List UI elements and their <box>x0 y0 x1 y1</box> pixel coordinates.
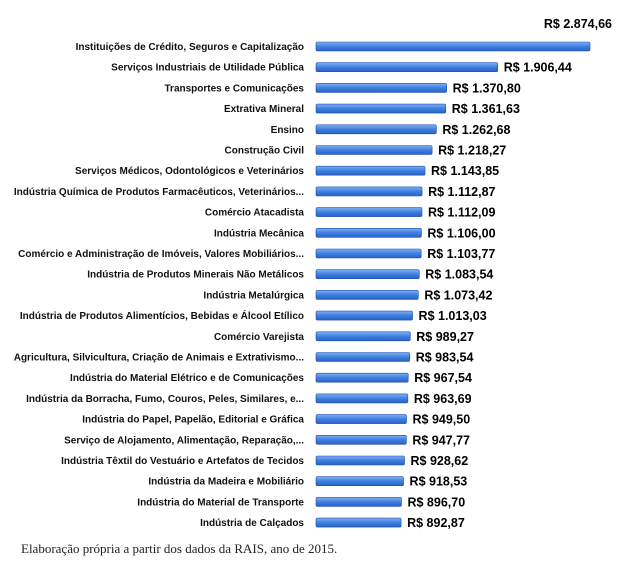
value-label: R$ 1.112,87 <box>428 185 495 199</box>
category-label: Indústria da Madeira e Mobiliário <box>148 477 304 488</box>
value-label: R$ 1.103,77 <box>427 247 495 261</box>
bar <box>315 476 404 487</box>
category-label: Indústria do Papel, Papelão, Editorial e… <box>82 415 304 426</box>
bar <box>315 414 407 424</box>
bar <box>315 517 402 528</box>
bar <box>315 372 409 383</box>
value-label: R$ 1.112,09 <box>428 206 495 220</box>
bar <box>315 186 423 197</box>
value-label: R$ 2.874,66 <box>544 17 612 31</box>
category-label: Indústria do Material Elétrico e de Comu… <box>70 373 304 384</box>
category-label: Agricultura, Silvicultura, Criação de An… <box>14 353 305 364</box>
category-label: Indústria Têxtil do Vestuário e Artefato… <box>61 456 304 467</box>
value-label: R$ 1.106,00 <box>427 226 495 240</box>
category-label: Comércio Varejista <box>214 332 304 343</box>
value-label: R$ 1.218,27 <box>438 144 506 158</box>
bar <box>315 269 420 280</box>
value-label: R$ 983,54 <box>416 351 474 365</box>
value-label: R$ 918,53 <box>410 475 468 489</box>
value-label: R$ 1.361,63 <box>452 102 520 116</box>
category-label: Comércio e Administração de Imóveis, Val… <box>18 249 304 260</box>
category-label: Serviços Industriais de Utilidade Públic… <box>111 63 304 74</box>
value-label: R$ 1.073,42 <box>424 288 492 302</box>
bar <box>315 83 447 93</box>
bar <box>315 497 402 507</box>
value-label: R$ 1.143,85 <box>431 164 499 178</box>
bar <box>315 207 423 217</box>
value-label: R$ 1.262,68 <box>442 123 510 137</box>
category-label: Instituições de Crédito, Seguros e Capit… <box>76 42 304 53</box>
value-label: R$ 1.013,03 <box>419 309 487 323</box>
category-label: Ensino <box>271 125 304 136</box>
bar <box>315 228 422 238</box>
bar <box>315 145 433 155</box>
category-label: Indústria de Produtos Alimentícios, Bebi… <box>20 309 304 322</box>
bar <box>315 455 405 466</box>
category-label: Indústria do Material de Transporte <box>137 497 304 508</box>
category-label: Indústria de Calçados <box>200 518 304 529</box>
bar <box>315 331 411 342</box>
category-label: Indústria Química de Produtos Farmacêuti… <box>14 187 304 198</box>
bar-chart: Instituições de Crédito, Seguros e Capit… <box>14 17 612 530</box>
category-label: Indústria de Produtos Minerais Não Metál… <box>87 270 304 281</box>
bar <box>315 103 447 114</box>
category-label: Transportes e Comunicações <box>165 83 305 94</box>
category-label: Indústria Metalúrgica <box>203 290 304 301</box>
bar <box>315 352 411 362</box>
category-label: Indústria da Borracha, Fumo, Couros, Pel… <box>26 394 304 405</box>
source-caption: Elaboração própria a partir dos dados da… <box>21 541 338 556</box>
bar <box>315 434 407 445</box>
category-label: Construção Civil <box>225 146 305 157</box>
bar <box>315 124 437 135</box>
bar <box>315 41 591 52</box>
value-label: R$ 989,27 <box>416 330 474 344</box>
bar <box>315 393 409 404</box>
category-label: Indústria Mecânica <box>214 228 304 239</box>
category-label: Comércio Atacadista <box>205 208 305 219</box>
bar <box>315 62 499 73</box>
value-label: R$ 967,54 <box>414 371 472 385</box>
value-label: R$ 1.370,80 <box>453 81 521 95</box>
value-label: R$ 1.083,54 <box>425 268 493 282</box>
bar <box>315 165 426 176</box>
bar <box>315 290 419 300</box>
value-label: R$ 892,87 <box>407 516 465 530</box>
value-label: R$ 947,77 <box>412 433 470 447</box>
value-label: R$ 1.906,44 <box>504 61 572 75</box>
bar <box>315 248 422 259</box>
bar <box>315 310 413 321</box>
value-label: R$ 928,62 <box>411 454 469 468</box>
value-label: R$ 949,50 <box>413 413 471 427</box>
category-label: Serviços Médicos, Odontológicos e Veteri… <box>75 166 304 177</box>
value-label: R$ 963,69 <box>414 392 472 406</box>
value-label: R$ 896,70 <box>407 495 465 509</box>
category-label: Extrativa Mineral <box>224 104 304 115</box>
category-label: Serviço de Alojamento, Alimentação, Repa… <box>64 435 304 446</box>
